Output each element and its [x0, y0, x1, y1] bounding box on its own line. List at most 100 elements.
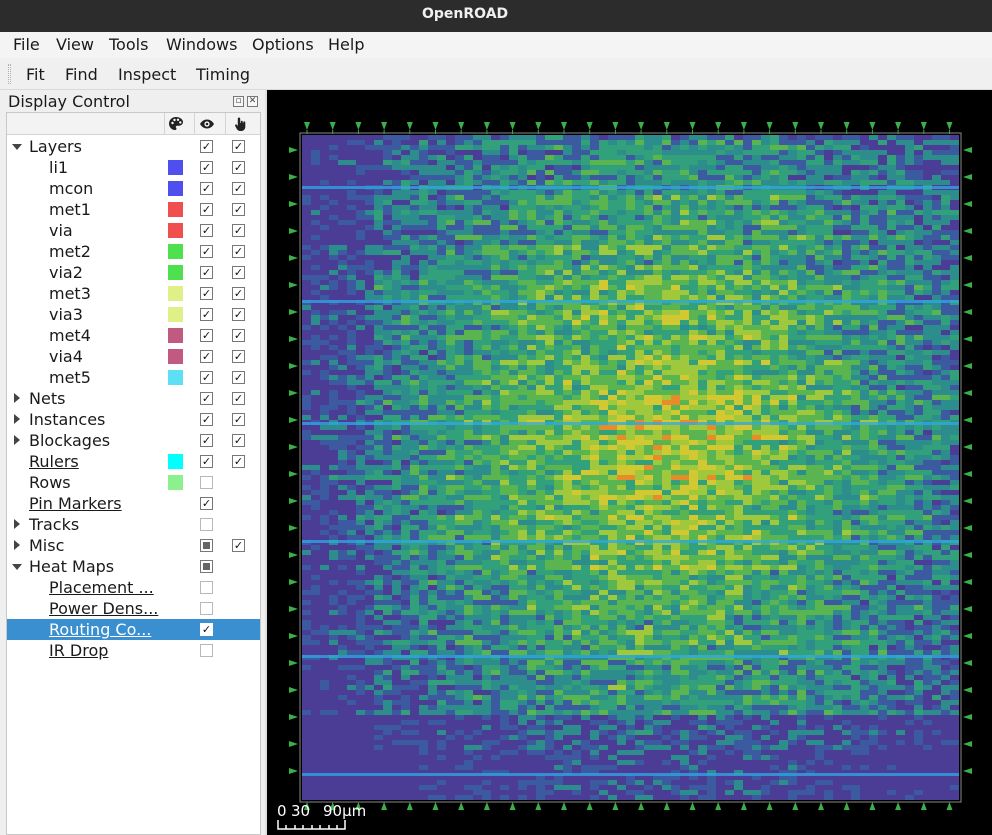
color-swatch[interactable] — [168, 307, 183, 322]
tree-item-met5[interactable]: met5 ✓ ✓ — [7, 367, 260, 388]
visible-checkbox[interactable] — [200, 644, 213, 657]
tree-item-label[interactable]: Pin Markers — [29, 494, 122, 513]
color-swatch[interactable] — [168, 286, 183, 301]
color-swatch[interactable] — [168, 202, 183, 217]
tree-item-mcon[interactable]: mcon ✓ ✓ — [7, 178, 260, 199]
collapse-arrow-icon[interactable] — [12, 564, 22, 570]
color-swatch[interactable] — [168, 265, 183, 280]
close-panel-button[interactable]: ✕ — [247, 96, 258, 107]
tree-item-misc[interactable]: Misc ✓ — [7, 535, 260, 556]
tree-item-label[interactable]: Rulers — [29, 452, 79, 471]
visible-checkbox[interactable]: ✓ — [200, 203, 213, 216]
visible-checkbox[interactable]: ✓ — [200, 413, 213, 426]
expand-arrow-icon[interactable] — [14, 519, 20, 529]
menu-file[interactable]: File — [13, 35, 40, 54]
visible-checkbox[interactable]: ✓ — [200, 350, 213, 363]
selectable-checkbox[interactable]: ✓ — [232, 392, 245, 405]
tree-item-met4[interactable]: met4 ✓ ✓ — [7, 325, 260, 346]
tree-item-label[interactable]: Routing Co... — [49, 620, 152, 639]
selectable-checkbox[interactable]: ✓ — [232, 203, 245, 216]
find-button[interactable]: Find — [65, 65, 98, 84]
tree-item-rows[interactable]: Rows — [7, 472, 260, 493]
tree-item-power-dens[interactable]: Power Dens... — [7, 598, 260, 619]
timing-button[interactable]: Timing — [196, 65, 251, 84]
visible-checkbox[interactable]: ✓ — [200, 455, 213, 468]
selectable-checkbox[interactable]: ✓ — [232, 539, 245, 552]
visible-checkbox[interactable]: ✓ — [200, 371, 213, 384]
color-swatch[interactable] — [168, 475, 183, 490]
menu-tools[interactable]: Tools — [109, 35, 149, 54]
selectable-checkbox[interactable]: ✓ — [232, 161, 245, 174]
selectable-checkbox[interactable]: ✓ — [232, 350, 245, 363]
visible-checkbox[interactable]: ✓ — [200, 140, 213, 153]
visible-checkbox[interactable]: ✓ — [200, 308, 213, 321]
tree-item-li1[interactable]: li1 ✓ ✓ — [7, 157, 260, 178]
tree-item-via4[interactable]: via4 ✓ ✓ — [7, 346, 260, 367]
selectable-checkbox[interactable]: ✓ — [232, 140, 245, 153]
selectable-checkbox[interactable]: ✓ — [232, 266, 245, 279]
visible-checkbox[interactable]: ✓ — [200, 182, 213, 195]
selectable-checkbox[interactable]: ✓ — [232, 308, 245, 321]
visible-checkbox[interactable]: ✓ — [200, 434, 213, 447]
menu-windows[interactable]: Windows — [166, 35, 238, 54]
tree-item-layers[interactable]: Layers ✓ ✓ — [7, 136, 260, 157]
visible-checkbox[interactable]: ✓ — [200, 224, 213, 237]
inspect-button[interactable]: Inspect — [118, 65, 177, 84]
menu-view[interactable]: View — [56, 35, 94, 54]
tree-item-label[interactable]: Placement ... — [49, 578, 154, 597]
expand-arrow-icon[interactable] — [14, 540, 20, 550]
tree-item-heat-maps[interactable]: Heat Maps — [7, 556, 260, 577]
tree-item-met3[interactable]: met3 ✓ ✓ — [7, 283, 260, 304]
tree-item-tracks[interactable]: Tracks — [7, 514, 260, 535]
visible-checkbox[interactable]: ✓ — [200, 392, 213, 405]
color-swatch[interactable] — [168, 454, 183, 469]
layout-canvas[interactable] — [267, 90, 992, 835]
selectable-checkbox[interactable]: ✓ — [232, 287, 245, 300]
tree-item-ir-drop[interactable]: IR Drop — [7, 640, 260, 661]
visible-checkbox[interactable] — [200, 602, 213, 615]
expand-arrow-icon[interactable] — [14, 393, 20, 403]
selectable-checkbox[interactable]: ✓ — [232, 224, 245, 237]
tree-item-via3[interactable]: via3 ✓ ✓ — [7, 304, 260, 325]
visible-checkbox[interactable] — [200, 581, 213, 594]
tree-item-routing-co[interactable]: Routing Co... ✓ — [7, 619, 260, 640]
selectable-checkbox[interactable]: ✓ — [232, 434, 245, 447]
tree-item-via2[interactable]: via2 ✓ ✓ — [7, 262, 260, 283]
title-bar[interactable]: OpenROAD — [0, 0, 992, 32]
selectable-checkbox[interactable]: ✓ — [232, 371, 245, 384]
color-swatch[interactable] — [168, 349, 183, 364]
tree-item-pin-markers[interactable]: Pin Markers ✓ — [7, 493, 260, 514]
menu-options[interactable]: Options — [252, 35, 314, 54]
tree-item-blockages[interactable]: Blockages ✓ ✓ — [7, 430, 260, 451]
float-panel-button[interactable]: ▫ — [233, 96, 244, 107]
tree-item-label[interactable]: IR Drop — [49, 641, 109, 660]
menu-help[interactable]: Help — [328, 35, 365, 54]
tree-item-met2[interactable]: met2 ✓ ✓ — [7, 241, 260, 262]
visible-checkbox[interactable] — [200, 539, 213, 552]
panel-splitter[interactable] — [265, 90, 267, 835]
toolbar-grip[interactable] — [8, 64, 11, 84]
visible-checkbox[interactable] — [200, 476, 213, 489]
color-swatch[interactable] — [168, 370, 183, 385]
selectable-checkbox[interactable]: ✓ — [232, 329, 245, 342]
color-swatch[interactable] — [168, 328, 183, 343]
tree-item-placement[interactable]: Placement ... — [7, 577, 260, 598]
selectable-checkbox[interactable]: ✓ — [232, 413, 245, 426]
fit-button[interactable]: Fit — [26, 65, 45, 84]
tree-item-label[interactable]: Power Dens... — [49, 599, 159, 618]
visible-checkbox[interactable]: ✓ — [200, 623, 213, 636]
visible-checkbox[interactable]: ✓ — [200, 287, 213, 300]
tree-item-via[interactable]: via ✓ ✓ — [7, 220, 260, 241]
visible-checkbox[interactable]: ✓ — [200, 497, 213, 510]
visible-checkbox[interactable] — [200, 518, 213, 531]
color-swatch[interactable] — [168, 244, 183, 259]
color-swatch[interactable] — [168, 223, 183, 238]
expand-arrow-icon[interactable] — [14, 414, 20, 424]
layout-viewer[interactable]: 0 30 90μm — [267, 90, 992, 835]
tree-item-met1[interactable]: met1 ✓ ✓ — [7, 199, 260, 220]
selectable-checkbox[interactable]: ✓ — [232, 182, 245, 195]
tree-item-nets[interactable]: Nets ✓ ✓ — [7, 388, 260, 409]
visible-checkbox[interactable]: ✓ — [200, 329, 213, 342]
visible-checkbox[interactable]: ✓ — [200, 161, 213, 174]
visible-checkbox[interactable]: ✓ — [200, 266, 213, 279]
